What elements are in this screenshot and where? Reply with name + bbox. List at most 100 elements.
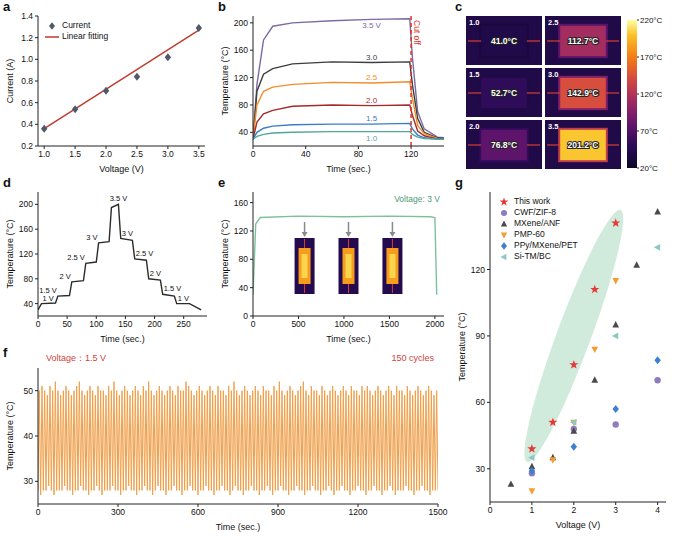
svg-text:3 V: 3 V	[122, 229, 133, 238]
svg-text:200: 200	[19, 199, 33, 209]
svg-text:220°C: 220°C	[640, 16, 663, 25]
svg-text:1 V: 1 V	[178, 294, 189, 303]
svg-text:50: 50	[24, 386, 34, 396]
svg-text:20°C: 20°C	[640, 164, 658, 173]
svg-text:2.0: 2.0	[469, 122, 479, 131]
svg-text:Temperature (°C): Temperature (°C)	[457, 312, 467, 381]
svg-text:600: 600	[191, 507, 205, 517]
svg-text:2.0: 2.0	[366, 96, 378, 105]
svg-text:1: 1	[530, 505, 535, 515]
svg-text:1500: 1500	[380, 319, 399, 329]
svg-text:3.5: 3.5	[193, 149, 205, 159]
svg-text:40: 40	[239, 127, 249, 137]
svg-text:2.5: 2.5	[366, 73, 378, 82]
svg-text:160: 160	[234, 45, 248, 55]
svg-text:3 V: 3 V	[86, 233, 97, 242]
svg-text:Temperature (°C): Temperature (°C)	[5, 219, 15, 288]
svg-text:Temperature (°C): Temperature (°C)	[5, 401, 15, 470]
svg-text:120: 120	[404, 149, 418, 159]
svg-text:120: 120	[471, 265, 485, 275]
svg-text:0: 0	[251, 319, 256, 329]
svg-text:170°C: 170°C	[640, 53, 663, 62]
svg-text:142.9°C: 142.9°C	[568, 88, 599, 98]
svg-text:2.5: 2.5	[131, 149, 143, 159]
svg-text:40: 40	[24, 299, 34, 309]
svg-text:30: 30	[476, 464, 486, 474]
svg-text:1.5 V: 1.5 V	[39, 286, 57, 295]
svg-text:1.5: 1.5	[366, 114, 378, 123]
svg-text:250: 250	[177, 319, 191, 329]
svg-text:120: 120	[19, 249, 33, 259]
svg-text:Time (sec.): Time (sec.)	[326, 164, 371, 174]
svg-text:200: 200	[234, 18, 248, 28]
svg-text:0.2: 0.2	[21, 141, 33, 151]
svg-text:200: 200	[147, 319, 161, 329]
svg-text:80: 80	[354, 149, 364, 159]
svg-text:0: 0	[243, 311, 248, 321]
svg-text:80: 80	[239, 100, 249, 110]
svg-text:2.5 V: 2.5 V	[67, 253, 85, 262]
svg-text:1.4: 1.4	[21, 11, 33, 21]
svg-text:1.0: 1.0	[469, 18, 479, 27]
svg-text:1.5 V: 1.5 V	[164, 284, 182, 293]
svg-text:100: 100	[89, 319, 103, 329]
svg-text:0.8: 0.8	[21, 76, 33, 86]
svg-text:120: 120	[234, 226, 248, 236]
svg-text:3.5 V: 3.5 V	[110, 194, 128, 203]
svg-text:3.5 V: 3.5 V	[362, 21, 381, 30]
svg-text:150 cycles: 150 cycles	[391, 353, 434, 363]
svg-text:Voltage: 3 V: Voltage: 3 V	[394, 194, 440, 204]
svg-text:1.0: 1.0	[38, 149, 50, 159]
svg-text:Time (sec.): Time (sec.)	[216, 522, 261, 532]
svg-text:Time (sec.): Time (sec.)	[100, 334, 145, 344]
svg-text:76.8°C: 76.8°C	[491, 140, 517, 150]
svg-text:1000: 1000	[334, 319, 353, 329]
svg-text:3.0: 3.0	[162, 149, 174, 159]
svg-text:80: 80	[239, 254, 249, 264]
svg-text:0.4: 0.4	[21, 119, 33, 129]
svg-text:201.2°C: 201.2°C	[568, 140, 599, 150]
svg-text:Cut off: Cut off	[412, 20, 422, 46]
svg-text:Current (A): Current (A)	[5, 59, 15, 104]
svg-text:Temperature (°C): Temperature (°C)	[220, 219, 230, 288]
svg-text:40: 40	[301, 149, 311, 159]
svg-text:150: 150	[118, 319, 132, 329]
svg-text:Voltage (V): Voltage (V)	[99, 164, 144, 174]
svg-text:3: 3	[613, 505, 618, 515]
svg-text:1200: 1200	[349, 507, 368, 517]
svg-text:0.6: 0.6	[21, 98, 33, 108]
svg-text:1.0: 1.0	[21, 54, 33, 64]
svg-text:0: 0	[36, 319, 41, 329]
svg-text:Voltage：1.5 V: Voltage：1.5 V	[46, 353, 106, 363]
svg-text:500: 500	[291, 319, 305, 329]
svg-text:2.0: 2.0	[100, 149, 112, 159]
svg-text:60: 60	[476, 397, 486, 407]
svg-text:3.0: 3.0	[366, 53, 378, 62]
svg-text:2 V: 2 V	[60, 272, 71, 281]
svg-text:300: 300	[111, 507, 125, 517]
svg-text:2 V: 2 V	[150, 269, 161, 278]
svg-text:40: 40	[239, 283, 249, 293]
svg-text:90: 90	[476, 331, 486, 341]
svg-text:2.5 V: 2.5 V	[136, 249, 154, 258]
svg-text:1.0: 1.0	[366, 134, 378, 143]
svg-text:0: 0	[36, 507, 41, 517]
svg-text:2: 2	[571, 505, 576, 515]
svg-text:1500: 1500	[429, 507, 448, 517]
svg-text:Voltage (V): Voltage (V)	[556, 520, 601, 530]
svg-text:30: 30	[24, 476, 34, 486]
svg-text:41.0°C: 41.0°C	[491, 36, 517, 46]
svg-text:70°C: 70°C	[640, 127, 658, 136]
svg-text:0: 0	[251, 149, 256, 159]
svg-text:1.2: 1.2	[21, 33, 33, 43]
svg-text:160: 160	[234, 198, 248, 208]
svg-text:900: 900	[271, 507, 285, 517]
svg-text:112.7°C: 112.7°C	[568, 36, 598, 46]
svg-text:120: 120	[234, 73, 248, 83]
svg-text:Temperature (°C): Temperature (°C)	[220, 46, 230, 115]
svg-text:40: 40	[24, 431, 34, 441]
svg-text:0: 0	[488, 505, 493, 515]
svg-text:1.5: 1.5	[69, 149, 81, 159]
svg-text:120°C: 120°C	[640, 90, 663, 99]
svg-text:2.5: 2.5	[548, 18, 558, 27]
